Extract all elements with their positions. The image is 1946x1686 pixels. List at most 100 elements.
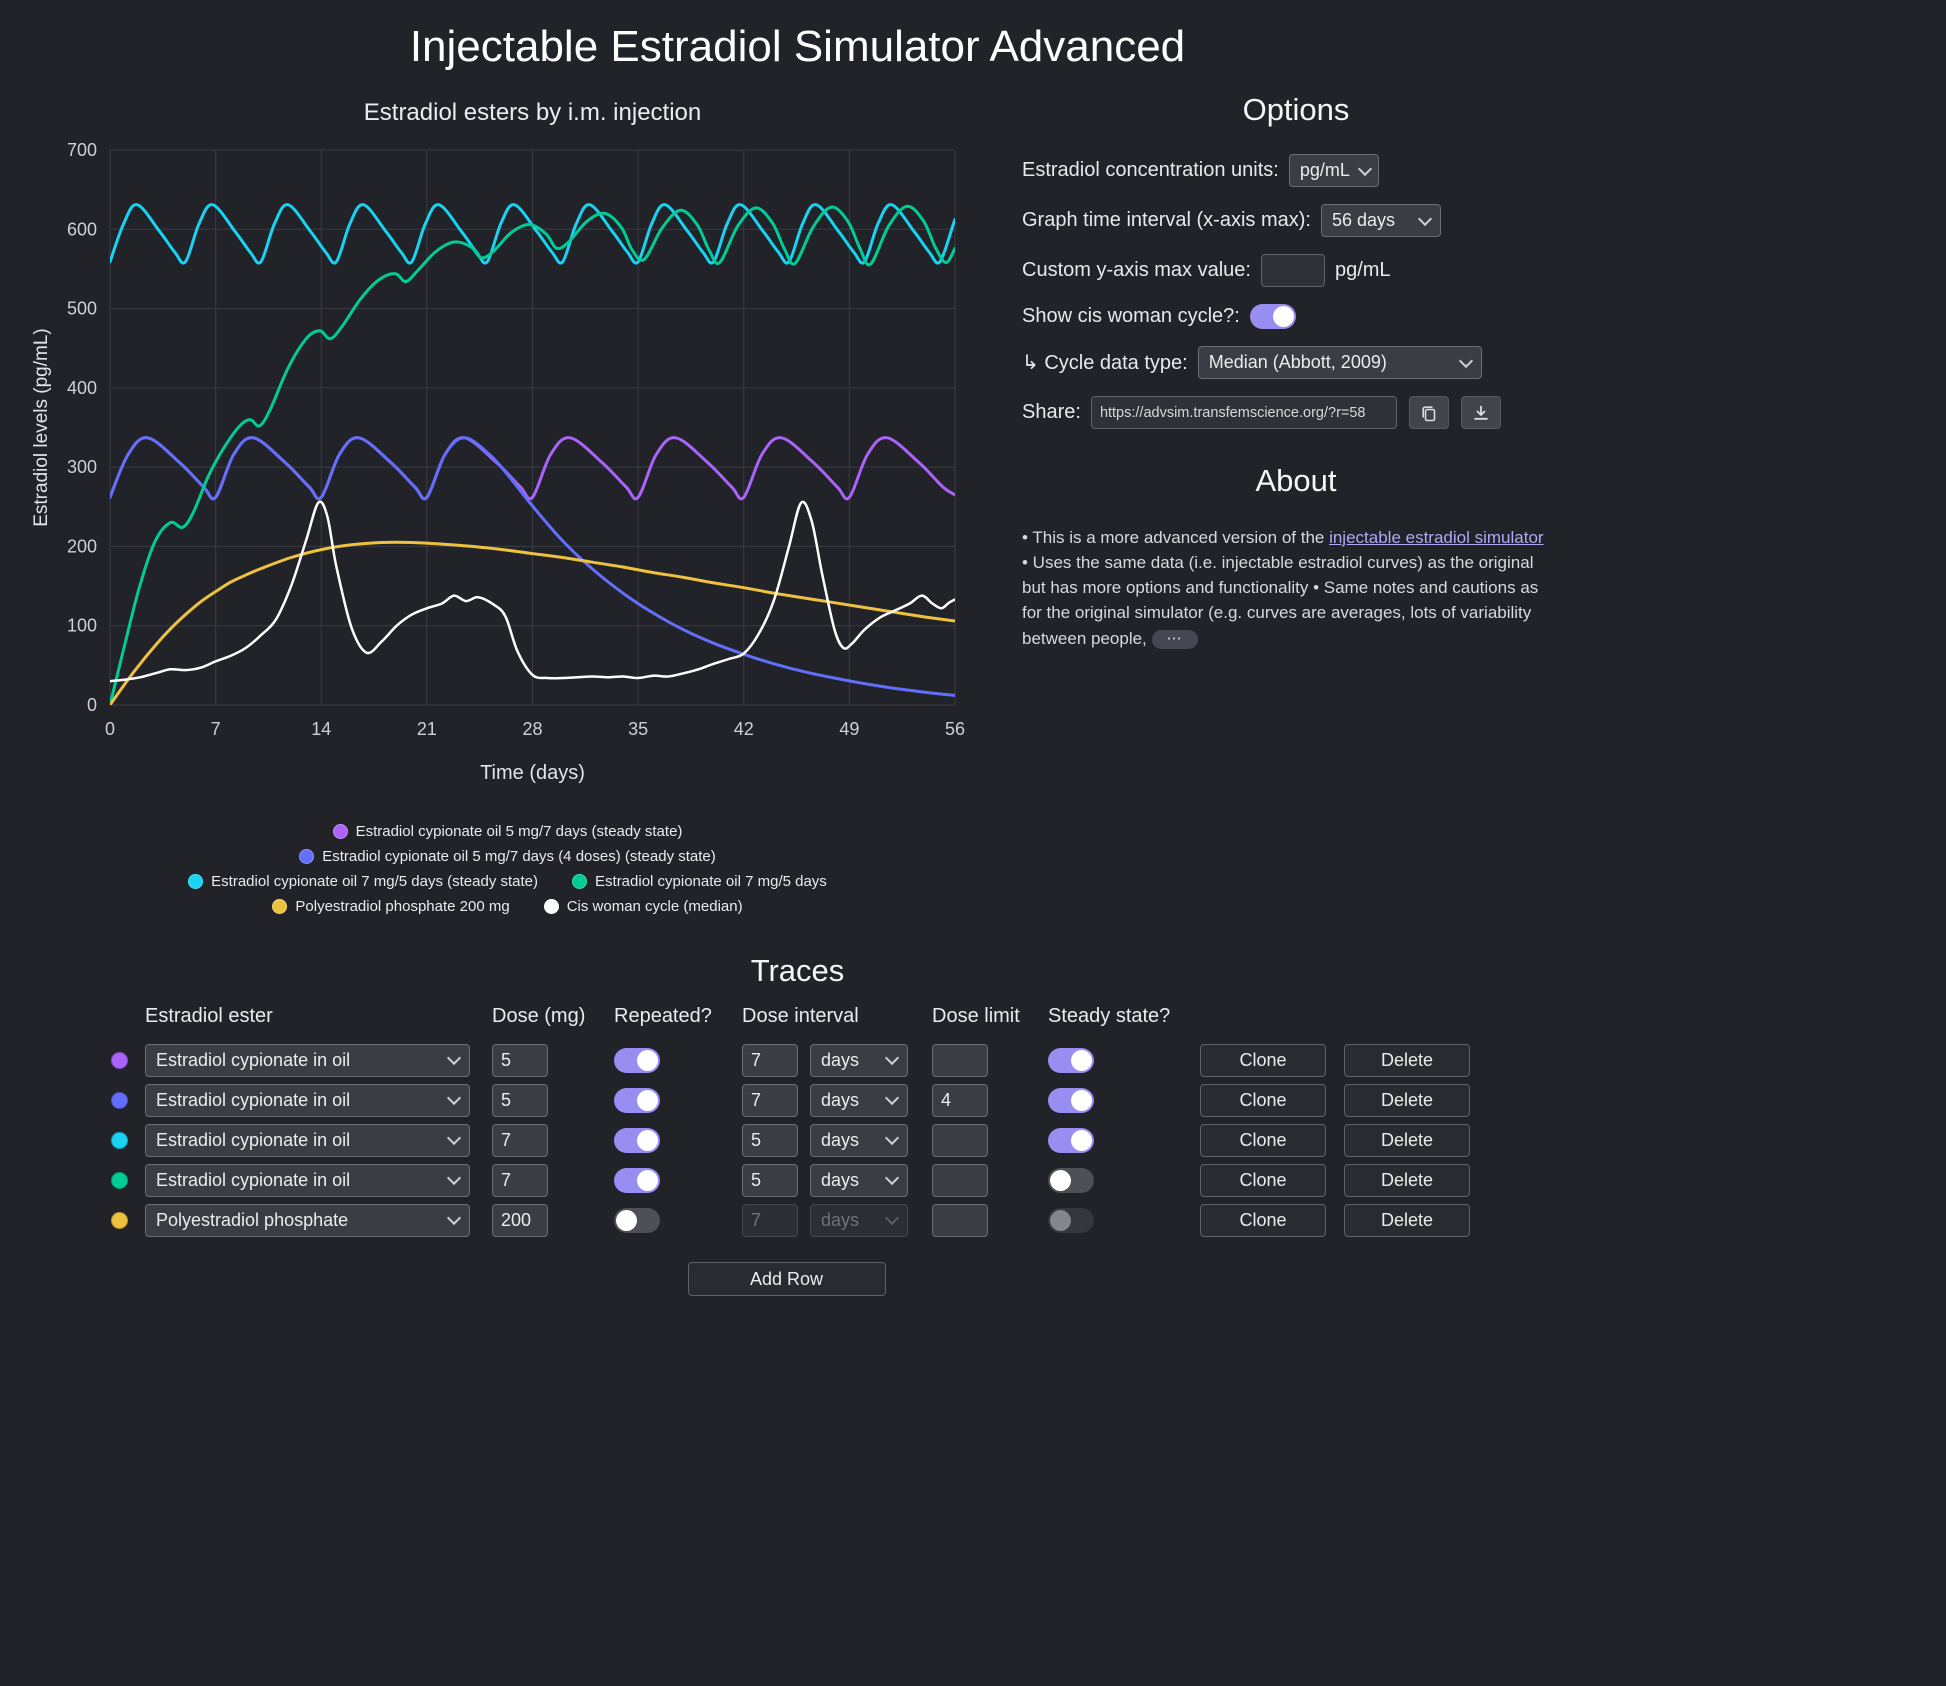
dose-interval-input[interactable] [742, 1043, 798, 1077]
dose-interval-input[interactable] [742, 1123, 798, 1157]
dose-interval-unit-select-value: days [821, 1049, 860, 1070]
clone-button[interactable]: Clone [1200, 1203, 1326, 1237]
download-share-button[interactable] [1460, 396, 1501, 429]
ester-select[interactable]: Polyestradiol phosphate [145, 1203, 470, 1237]
traces-header-row: Estradiol ester Dose (mg) Repeated? Dose… [103, 1005, 1470, 1028]
legend-item[interactable]: Estradiol cypionate oil 5 mg/7 days (4 d… [299, 848, 716, 865]
steady-state-toggle [1048, 1207, 1094, 1233]
clone-button[interactable]: Clone [1200, 1123, 1326, 1157]
delete-button[interactable]: Delete [1344, 1083, 1470, 1117]
legend-item[interactable]: Polyestradiol phosphate 200 mg [272, 898, 510, 915]
y-tick-label: 100 [67, 616, 97, 636]
clone-button[interactable]: Clone [1200, 1163, 1326, 1197]
trace-color-dot [110, 1051, 128, 1069]
chevron-down-icon [884, 1210, 900, 1226]
ymax-input[interactable] [1260, 254, 1325, 287]
y-tick-label: 400 [67, 378, 97, 398]
options-heading: Options [1242, 92, 1350, 127]
legend-item[interactable]: Estradiol cypionate oil 5 mg/7 days (ste… [332, 823, 683, 840]
col-header-ester: Estradiol ester [145, 1005, 273, 1027]
dose-input[interactable] [492, 1203, 548, 1237]
toggle-knob [1050, 1209, 1071, 1231]
ester-select-value: Polyestradiol phosphate [156, 1209, 349, 1230]
injectable-simulator-link[interactable]: injectable estradiol simulator [1329, 528, 1544, 547]
add-row-button[interactable]: Add Row [687, 1262, 886, 1296]
legend-label: Estradiol cypionate oil 5 mg/7 days (4 d… [322, 848, 716, 865]
dose-interval-unit-select[interactable]: days [810, 1123, 908, 1157]
repeated-toggle[interactable] [614, 1127, 660, 1153]
cycle-data-type-select[interactable]: Median (Abbott, 2009) [1197, 346, 1482, 379]
units-select-value: pg/mL [1299, 160, 1350, 180]
clone-button[interactable]: Clone [1200, 1043, 1326, 1077]
dose-limit-input[interactable] [932, 1083, 988, 1117]
dose-interval-input[interactable] [742, 1083, 798, 1117]
series-line-3 [110, 204, 955, 705]
delete-button[interactable]: Delete [1344, 1123, 1470, 1157]
legend-item[interactable]: Cis woman cycle (median) [543, 898, 743, 915]
ymax-unit-label: pg/mL [1334, 259, 1391, 281]
steady-state-toggle[interactable] [1048, 1127, 1094, 1153]
copy-share-button[interactable] [1408, 396, 1449, 429]
dose-interval-input[interactable] [742, 1163, 798, 1197]
cycle-data-type-select-value: Median (Abbott, 2009) [1208, 352, 1387, 372]
col-header-repeated: Repeated? [614, 1005, 712, 1027]
expand-about-button[interactable]: ⋯ [1151, 629, 1198, 649]
ester-select[interactable]: Estradiol cypionate in oil [145, 1163, 470, 1197]
toggle-knob [1071, 1129, 1092, 1151]
clone-button[interactable]: Clone [1200, 1083, 1326, 1117]
chevron-down-icon [884, 1170, 900, 1186]
ester-select[interactable]: Estradiol cypionate in oil [145, 1123, 470, 1157]
page-title: Injectable Estradiol Simulator Advanced [409, 22, 1186, 71]
col-header-dose-limit: Dose limit [932, 1005, 1020, 1027]
add-row-wrap: Add Row [103, 1262, 1470, 1296]
share-row: Share: [1022, 396, 1570, 429]
share-url-input[interactable] [1090, 396, 1397, 429]
trace-row: Estradiol cypionate in oil days Clone Delet… [103, 1120, 1470, 1160]
dose-limit-input[interactable] [932, 1203, 988, 1237]
delete-button[interactable]: Delete [1344, 1163, 1470, 1197]
steady-state-toggle[interactable] [1048, 1047, 1094, 1073]
dose-interval-unit-select[interactable]: days [810, 1043, 908, 1077]
repeated-toggle[interactable] [614, 1047, 660, 1073]
legend-item[interactable]: Estradiol cypionate oil 7 mg/5 days (ste… [188, 873, 538, 890]
units-select[interactable]: pg/mL [1288, 154, 1379, 187]
repeated-toggle[interactable] [614, 1207, 660, 1233]
ester-select[interactable]: Estradiol cypionate in oil [145, 1043, 470, 1077]
trace-row: Estradiol cypionate in oil days Clone Delet… [103, 1160, 1470, 1200]
col-header-dose: Dose (mg) [492, 1005, 586, 1027]
time-interval-select[interactable]: 56 days [1320, 204, 1441, 237]
dose-interval-unit-select[interactable]: days [810, 1083, 908, 1117]
steady-state-toggle[interactable] [1048, 1087, 1094, 1113]
dose-limit-input[interactable] [932, 1043, 988, 1077]
about-text-part1: • This is a more advanced version of the [1022, 528, 1330, 547]
dose-input[interactable] [492, 1083, 548, 1117]
ester-select[interactable]: Estradiol cypionate in oil [145, 1083, 470, 1117]
chevron-down-icon [884, 1050, 900, 1066]
chevron-down-icon [446, 1090, 462, 1106]
steady-state-toggle[interactable] [1048, 1167, 1094, 1193]
dose-limit-input[interactable] [932, 1123, 988, 1157]
chevron-down-icon [446, 1050, 462, 1066]
delete-button[interactable]: Delete [1344, 1203, 1470, 1237]
dose-interval-unit-select-value: days [821, 1089, 860, 1110]
dose-limit-input[interactable] [932, 1163, 988, 1197]
chevron-down-icon [446, 1210, 462, 1226]
legend-label: Estradiol cypionate oil 5 mg/7 days (ste… [355, 823, 683, 840]
toggle-knob [637, 1089, 658, 1111]
dose-input[interactable] [492, 1123, 548, 1157]
main-row: 0 7 14 21 28 35 42 49 56 0 100 200 300 400 500 600 700 Es… [25, 86, 1570, 915]
repeated-toggle[interactable] [614, 1087, 660, 1113]
dose-input[interactable] [492, 1163, 548, 1197]
chevron-down-icon [884, 1090, 900, 1106]
chart-column: 0 7 14 21 28 35 42 49 56 0 100 200 300 400 500 600 700 Es… [25, 86, 990, 915]
legend-item[interactable]: Estradiol cypionate oil 7 mg/5 days [572, 873, 827, 890]
dose-interval-unit-select[interactable]: days [810, 1163, 908, 1197]
delete-button[interactable]: Delete [1344, 1043, 1470, 1077]
show-cycle-toggle[interactable] [1249, 304, 1296, 329]
legend-label: Cis woman cycle (median) [566, 898, 743, 915]
series-line-4 [110, 540, 955, 705]
trace-color-dot [110, 1091, 128, 1109]
chevron-down-icon [884, 1130, 900, 1146]
dose-input[interactable] [492, 1043, 548, 1077]
repeated-toggle[interactable] [614, 1167, 660, 1193]
